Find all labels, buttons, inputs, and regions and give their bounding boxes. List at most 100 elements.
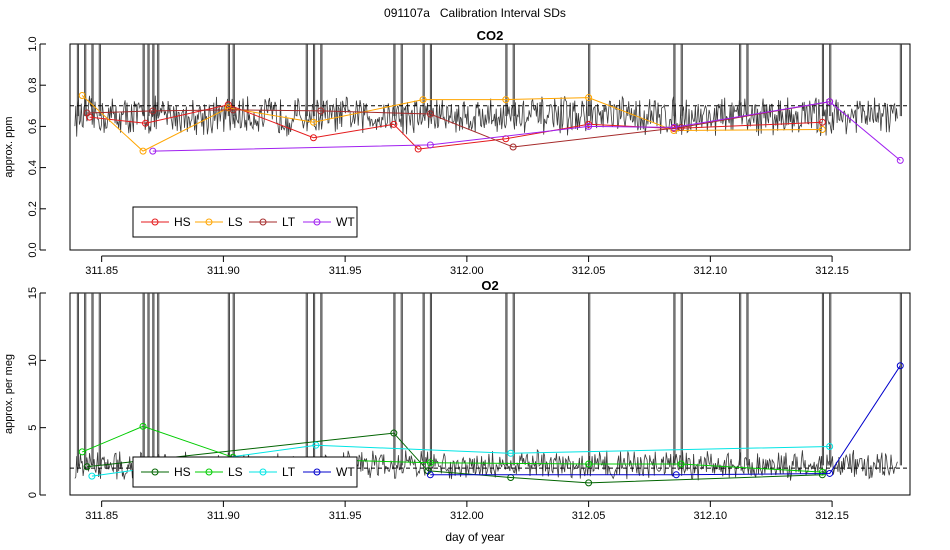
co2-panel: CO2 approx. ppm 0.0 0.2 0.4 0.6 0.8 1.0 311.85 31… (3, 28, 911, 277)
y-tick-label: 0.0 (27, 242, 39, 257)
legend-label: LT (282, 215, 296, 229)
data-layer (70, 293, 910, 487)
data-layer (70, 44, 910, 164)
data-point (88, 472, 96, 480)
legend-swatch-marker (313, 218, 321, 226)
x-tick-label: 311.95 (329, 265, 362, 277)
legend-label: LT (282, 465, 296, 479)
y-tick-label: 10 (27, 354, 39, 366)
legend-label: WT (336, 215, 355, 229)
data-point (426, 459, 434, 467)
x-tick-label: 311.95 (329, 510, 362, 522)
data-point (419, 96, 427, 104)
data-point (317, 107, 325, 115)
data-point (826, 443, 834, 451)
y-tick-label: 0 (27, 492, 39, 498)
data-point (585, 460, 593, 468)
data-point (390, 120, 398, 128)
data-point (818, 125, 826, 133)
o2-panel: O2 approx. per meg 0 5 10 15 311.85 311.90 311.9… (3, 278, 911, 522)
series-line (86, 432, 823, 484)
data-point (507, 449, 515, 457)
series-ls (78, 422, 826, 476)
x-tick-label: 312.15 (815, 510, 849, 522)
legend: HS LS LT WT (132, 456, 358, 488)
series-ls (78, 92, 826, 155)
x-tick-label: 311.85 (85, 510, 118, 522)
data-point (672, 471, 680, 479)
data-point (585, 120, 593, 128)
figure-title: 091107a Calibration Interval SDs (384, 6, 566, 20)
x-axis-label: day of year (445, 530, 504, 544)
series-line (82, 425, 823, 473)
x-tick-label: 311.85 (85, 265, 118, 277)
y-tick-label: 1.0 (27, 36, 39, 51)
data-point (149, 147, 157, 155)
y-axis-label: approx. ppm (3, 116, 15, 177)
data-point (309, 134, 317, 142)
data-point (426, 141, 434, 149)
series-line (81, 95, 823, 152)
series-wt (426, 362, 904, 479)
data-point (141, 119, 149, 127)
data-point (390, 429, 398, 437)
legend-label: LS (228, 465, 243, 479)
data-point (677, 123, 685, 131)
y-tick-label: 15 (27, 287, 39, 299)
legend-label: HS (174, 215, 191, 229)
y-tick-label: 5 (27, 425, 39, 431)
legend-swatch-marker (259, 218, 267, 226)
data-point (78, 92, 86, 99)
x-tick-label: 311.90 (207, 265, 240, 277)
y-tick-label: 0.2 (27, 201, 39, 216)
data-point (818, 468, 826, 476)
data-point (309, 118, 317, 126)
data-point (677, 460, 685, 468)
x-tick-label: 312.00 (450, 510, 484, 522)
data-point (826, 469, 834, 477)
data-point (896, 156, 904, 164)
data-point (818, 118, 826, 126)
legend-label: HS (174, 465, 191, 479)
data-point (896, 362, 904, 370)
legend: HS LS LT WT (132, 206, 358, 238)
data-point (312, 441, 320, 449)
legend-swatch-marker (151, 218, 159, 226)
series-lt (83, 98, 834, 151)
x-tick-label: 311.90 (207, 510, 240, 522)
legend-label: WT (336, 465, 355, 479)
data-point (585, 122, 593, 130)
data-point (670, 123, 678, 131)
data-point (83, 109, 91, 117)
plot-box (69, 43, 911, 251)
data-point (229, 106, 237, 114)
legend-label: LS (228, 215, 243, 229)
x-tick-label: 312.15 (815, 265, 849, 277)
data-point (426, 110, 434, 118)
data-point (818, 471, 826, 479)
panel-title: O2 (481, 278, 498, 293)
y-tick-label: 0.6 (27, 119, 39, 134)
legend-swatch-marker (205, 218, 213, 226)
x-tick-label: 312.05 (572, 265, 606, 277)
data-point (509, 143, 517, 151)
series-line (86, 101, 830, 148)
data-point (414, 145, 422, 153)
series-line (152, 101, 901, 161)
data-point (139, 422, 147, 430)
legend-swatch-marker (259, 468, 267, 476)
x-tick-label: 312.10 (694, 510, 728, 522)
data-point (826, 98, 834, 106)
legend-swatch-marker (205, 468, 213, 476)
panel-title: CO2 (477, 28, 504, 43)
data-point (502, 96, 510, 104)
plot-box (69, 292, 911, 496)
data-point (585, 94, 593, 102)
trace-line (74, 95, 898, 137)
data-point (78, 448, 86, 456)
x-tick-label: 312.00 (450, 265, 484, 277)
data-point (83, 463, 91, 471)
x-tick-label: 312.10 (694, 265, 728, 277)
data-point (139, 147, 147, 155)
